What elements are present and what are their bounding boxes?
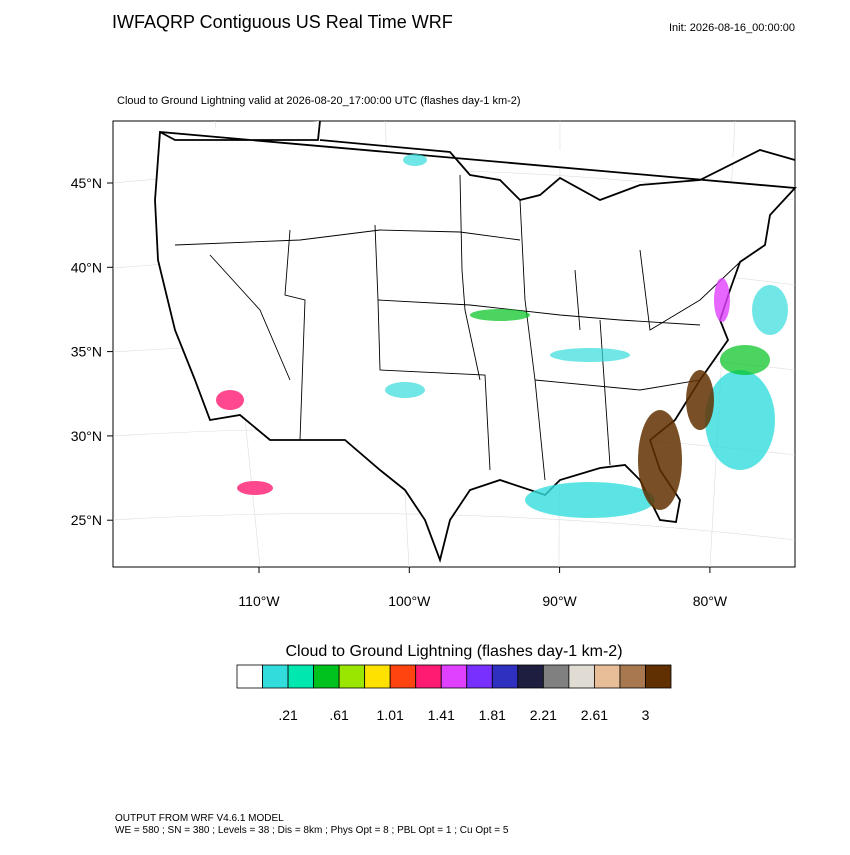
colorbar-box bbox=[594, 664, 621, 689]
colorbar-label: .61 bbox=[329, 707, 349, 723]
colorbar-box bbox=[517, 664, 544, 689]
lightning-area bbox=[216, 390, 244, 410]
lightning-area bbox=[752, 285, 788, 335]
lat-label: 40°N bbox=[71, 259, 102, 275]
colorbar-box bbox=[491, 664, 519, 689]
colorbar: .21 .61 1.01 1.41 1.81 2.21 2.61 3 bbox=[236, 664, 672, 723]
lon-label: 100°W bbox=[388, 593, 431, 609]
colorbar-box bbox=[287, 664, 314, 689]
subtitle: Cloud to Ground Lightning valid at 2026-… bbox=[117, 95, 521, 107]
colorbar-box bbox=[568, 664, 595, 689]
colorbar-box bbox=[619, 664, 646, 689]
lightning-area bbox=[714, 278, 730, 322]
title: IWFAQRP Contiguous US Real Time WRF bbox=[112, 12, 453, 32]
colorbar-box bbox=[440, 664, 468, 689]
lightning-area bbox=[237, 481, 273, 495]
colorbar-box bbox=[313, 664, 340, 689]
init-time: Init: 2026-08-16_00:00:00 bbox=[669, 22, 795, 34]
colorbar-box bbox=[542, 664, 570, 689]
colorbar-label: 3 bbox=[642, 707, 650, 723]
colorbar-label: 2.61 bbox=[581, 707, 608, 723]
colorbar-box bbox=[645, 664, 672, 689]
lightning-area bbox=[525, 482, 655, 518]
colorbar-box bbox=[364, 664, 391, 689]
lon-label: 80°W bbox=[693, 593, 728, 609]
colorbar-label: .21 bbox=[278, 707, 298, 723]
colorbar-box bbox=[415, 664, 442, 689]
lightning-area bbox=[720, 345, 770, 375]
colorbar-box bbox=[236, 664, 263, 689]
colorbar-box bbox=[389, 664, 417, 689]
colorbar-title: Cloud to Ground Lightning (flashes day-1… bbox=[285, 643, 622, 660]
lightning-areas bbox=[216, 154, 788, 518]
colorbar-box bbox=[262, 664, 289, 689]
colorbar-box bbox=[338, 664, 366, 689]
lightning-area bbox=[550, 348, 630, 362]
lat-label: 25°N bbox=[71, 512, 102, 528]
lon-label: 110°W bbox=[238, 593, 280, 609]
lightning-area bbox=[638, 410, 682, 510]
colorbar-label: 1.81 bbox=[479, 707, 506, 723]
state-lines bbox=[174, 174, 741, 481]
lightning-area bbox=[686, 370, 714, 430]
footer-line: OUTPUT FROM WRF V4.6.1 MODEL bbox=[115, 813, 284, 824]
lightning-area bbox=[385, 382, 425, 398]
colorbar-label: 1.01 bbox=[377, 707, 404, 723]
colorbar-label: 1.41 bbox=[428, 707, 455, 723]
lon-label: 90°W bbox=[542, 593, 577, 609]
colorbar-box bbox=[466, 664, 493, 689]
lightning-area bbox=[403, 154, 427, 166]
lightning-area bbox=[470, 309, 530, 321]
colorbar-label: 2.21 bbox=[530, 707, 557, 723]
lightning-area bbox=[705, 370, 775, 470]
footer-line: WE = 580 ; SN = 380 ; Levels = 38 ; Dis … bbox=[115, 825, 509, 836]
map: 45°N 40°N 35°N 30°N 25°N 110°W 100°W 90°W 80°W bbox=[71, 120, 797, 609]
lat-label: 30°N bbox=[71, 428, 102, 444]
lat-label: 45°N bbox=[71, 175, 102, 191]
lat-label: 35°N bbox=[71, 344, 102, 360]
